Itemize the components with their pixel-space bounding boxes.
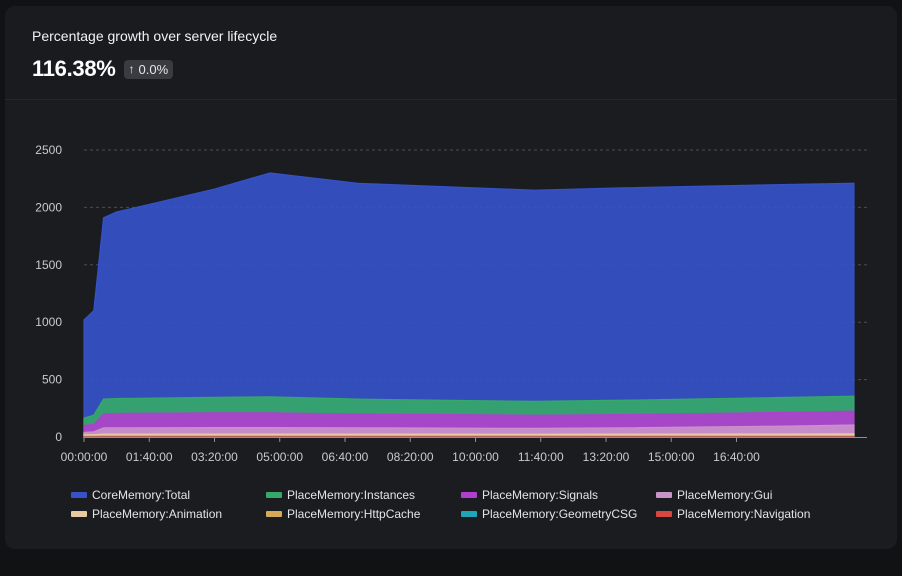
legend-label: CoreMemory:Total bbox=[92, 488, 191, 502]
chart-card: Percentage growth over server lifecycle … bbox=[5, 6, 897, 549]
y-tick-label: 500 bbox=[42, 373, 62, 387]
legend-label: PlaceMemory:Animation bbox=[92, 507, 223, 521]
x-tick-label: 06:40:00 bbox=[322, 450, 369, 464]
legend-label: PlaceMemory:Gui bbox=[677, 488, 773, 502]
x-tick-label: 08:20:00 bbox=[387, 450, 434, 464]
x-tick-label: 03:20:00 bbox=[191, 450, 238, 464]
legend-swatch bbox=[461, 492, 477, 498]
chart-legend: CoreMemory:Total PlaceMemory:Instances Pla… bbox=[71, 488, 871, 521]
legend-item[interactable]: PlaceMemory:Animation bbox=[71, 507, 266, 521]
metric-value: 116.38% bbox=[32, 56, 116, 81]
y-tick-label: 1000 bbox=[35, 315, 62, 329]
legend-swatch bbox=[461, 511, 477, 517]
card-header bbox=[5, 6, 897, 100]
legend-swatch bbox=[656, 492, 672, 498]
x-tick-label: 00:00:00 bbox=[61, 450, 108, 464]
x-tick-label: 10:00:00 bbox=[452, 450, 499, 464]
legend-swatch bbox=[71, 511, 87, 517]
x-tick-label: 13:20:00 bbox=[583, 450, 630, 464]
card-title: Percentage growth over server lifecycle bbox=[32, 28, 278, 44]
arrow-up-icon: ↑ bbox=[128, 62, 135, 76]
legend-swatch bbox=[656, 511, 672, 517]
legend-label: PlaceMemory:Signals bbox=[482, 488, 599, 502]
delta-value: 0.0% bbox=[138, 61, 169, 77]
x-tick-label: 05:00:00 bbox=[256, 450, 303, 464]
legend-label: PlaceMemory:Navigation bbox=[677, 507, 811, 521]
legend-swatch bbox=[71, 492, 87, 498]
legend-swatch bbox=[266, 511, 282, 517]
legend-label: PlaceMemory:HttpCache bbox=[287, 507, 421, 521]
y-tick-label: 0 bbox=[55, 430, 62, 444]
legend-item[interactable]: PlaceMemory:Instances bbox=[266, 488, 461, 502]
y-tick-label: 2500 bbox=[35, 143, 62, 157]
legend-swatch bbox=[266, 492, 282, 498]
legend-item[interactable]: PlaceMemory:GeometryCSG bbox=[461, 507, 656, 521]
legend-item[interactable]: PlaceMemory:Gui bbox=[656, 488, 851, 502]
x-tick-label: 11:40:00 bbox=[518, 450, 564, 464]
delta-badge: ↑ 0.0% bbox=[123, 59, 174, 79]
y-tick-label: 2000 bbox=[35, 200, 62, 214]
x-tick-label: 01:40:00 bbox=[126, 450, 173, 464]
x-tick-label: 16:40:00 bbox=[713, 450, 760, 464]
area-series-corememory-total bbox=[83, 172, 855, 438]
legend-item[interactable]: CoreMemory:Total bbox=[71, 488, 266, 502]
metric-row: 116.38% ↑ 0.0% bbox=[32, 56, 174, 82]
legend-label: PlaceMemory:Instances bbox=[287, 488, 416, 502]
legend-label: PlaceMemory:GeometryCSG bbox=[482, 507, 638, 521]
legend-item[interactable]: PlaceMemory:Navigation bbox=[656, 507, 851, 521]
legend-item[interactable]: PlaceMemory:Signals bbox=[461, 488, 656, 502]
area-chart: 0 500 1000 1500 2000 2500 00:00:00 01:40:00 03:2… bbox=[35, 143, 867, 464]
legend-item[interactable]: PlaceMemory:HttpCache bbox=[266, 507, 461, 521]
y-tick-label: 1500 bbox=[35, 258, 62, 272]
x-tick-label: 15:00:00 bbox=[648, 450, 695, 464]
